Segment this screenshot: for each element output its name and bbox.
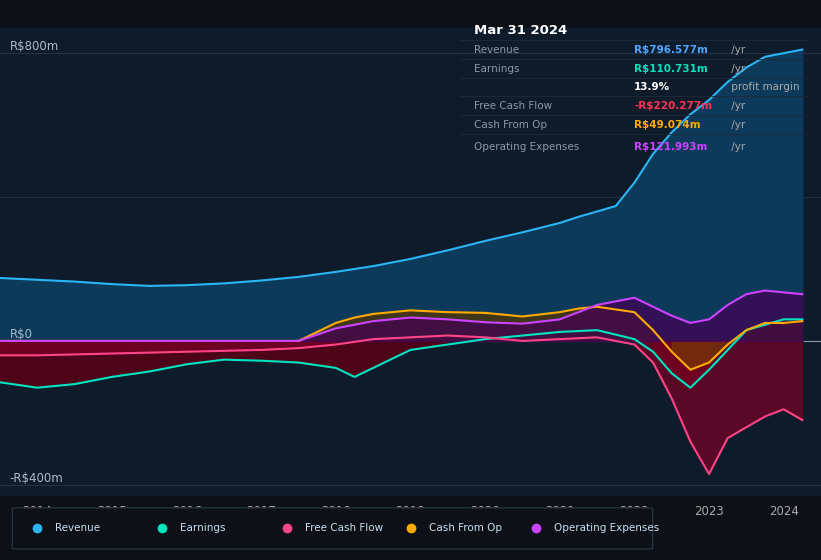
Text: R$110.731m: R$110.731m: [635, 64, 708, 73]
Text: /yr: /yr: [728, 142, 745, 152]
Text: Earnings: Earnings: [180, 524, 225, 534]
Text: 13.9%: 13.9%: [635, 82, 671, 92]
Text: Cash From Op: Cash From Op: [429, 524, 502, 534]
Text: /yr: /yr: [728, 64, 745, 73]
Text: R$0: R$0: [10, 328, 33, 341]
Text: profit margin: profit margin: [728, 82, 800, 92]
Text: Free Cash Flow: Free Cash Flow: [474, 101, 552, 111]
Text: Earnings: Earnings: [474, 64, 519, 73]
Text: /yr: /yr: [728, 101, 745, 111]
Text: Revenue: Revenue: [474, 45, 519, 55]
Text: R$121.993m: R$121.993m: [635, 142, 708, 152]
FancyBboxPatch shape: [12, 508, 653, 549]
Text: Mar 31 2024: Mar 31 2024: [474, 24, 567, 37]
Text: R$796.577m: R$796.577m: [635, 45, 708, 55]
Text: Operating Expenses: Operating Expenses: [554, 524, 659, 534]
Text: -R$400m: -R$400m: [10, 472, 63, 485]
Text: Operating Expenses: Operating Expenses: [474, 142, 579, 152]
Text: R$49.074m: R$49.074m: [635, 120, 701, 130]
Text: /yr: /yr: [728, 120, 745, 130]
Text: /yr: /yr: [728, 45, 745, 55]
Text: Revenue: Revenue: [55, 524, 100, 534]
Text: -R$220.277m: -R$220.277m: [635, 101, 713, 111]
Text: Free Cash Flow: Free Cash Flow: [305, 524, 383, 534]
Text: Cash From Op: Cash From Op: [474, 120, 547, 130]
Text: R$800m: R$800m: [10, 40, 59, 53]
